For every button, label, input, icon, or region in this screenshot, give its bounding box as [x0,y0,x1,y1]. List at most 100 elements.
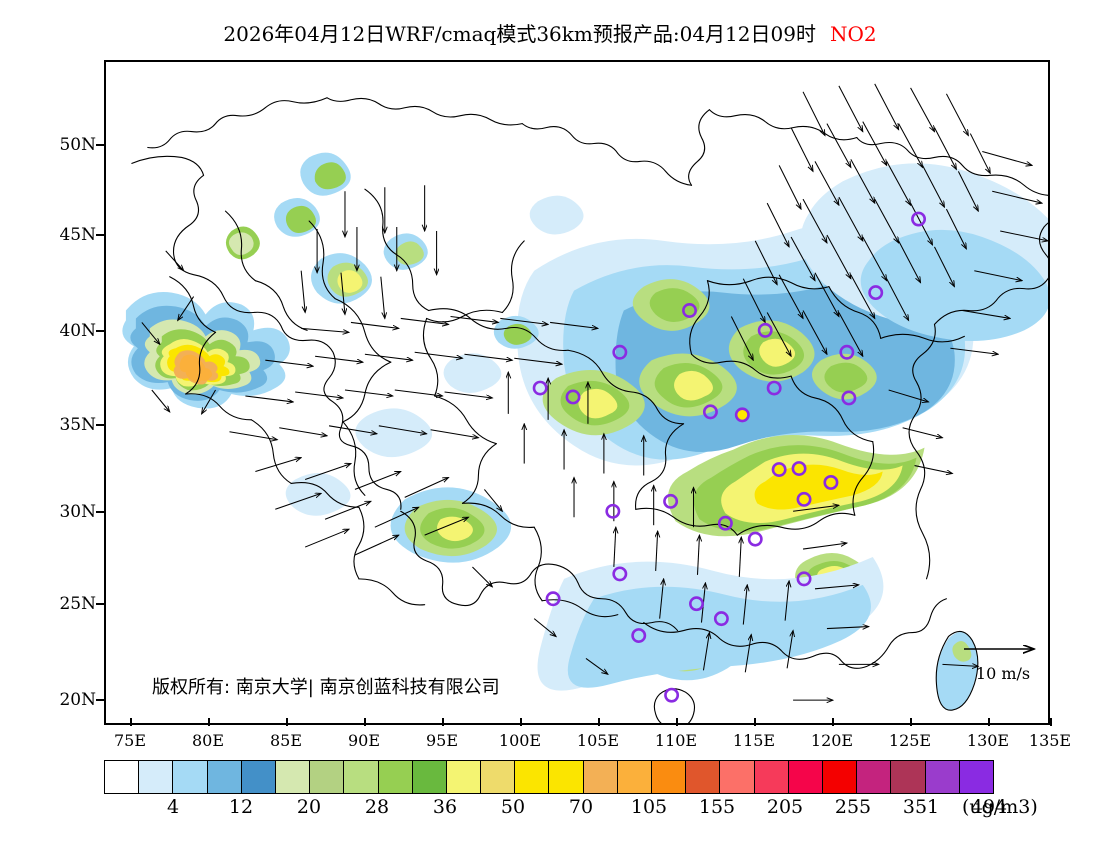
colorbar-cell[interactable] [412,761,447,793]
colorbar-cell[interactable] [788,761,823,793]
colorbar-cell[interactable] [173,761,208,793]
colorbar-tick-label: 36 [432,796,458,818]
x-axis-tick-label: 110E [654,731,698,750]
colorbar-cell[interactable] [378,761,413,793]
forecast-map[interactable] [104,60,1050,725]
x-axis-tick-label: 115E [732,731,776,750]
station-marker[interactable] [771,462,787,477]
colorbar-tick-label: 28 [364,796,390,818]
colorbar-cell[interactable] [891,761,926,793]
y-axis-tick-mark [96,699,104,701]
x-axis-tick-label: 125E [888,731,932,750]
y-axis-tick-mark [96,234,104,236]
colorbar-cells[interactable] [104,760,994,794]
colorbar-cell[interactable] [925,761,960,793]
station-marker[interactable] [702,404,718,420]
colorbar-cell[interactable] [310,761,345,793]
colorbar-cell[interactable] [446,761,482,793]
station-marker[interactable] [545,591,561,607]
station-marker[interactable] [796,571,812,587]
colorbar-cell[interactable] [857,761,892,793]
y-axis-tick-mark [96,511,104,513]
colorbar-cell[interactable] [652,761,687,793]
station-marker-layer[interactable] [532,211,927,703]
station-marker[interactable] [839,344,855,360]
y-axis-tick-label: 30N [59,502,96,522]
station-marker[interactable] [631,628,647,643]
y-axis-tick-mark [96,603,104,605]
station-marker[interactable] [747,531,763,547]
colorbar-cell[interactable] [822,761,858,793]
station-marker[interactable] [734,407,750,423]
y-axis-tick-mark [96,330,104,332]
station-marker[interactable] [796,491,812,507]
colorbar-cell[interactable] [139,761,174,793]
station-marker[interactable] [791,461,807,476]
colorbar-tick-label: 20 [296,796,322,818]
station-marker[interactable] [841,390,857,406]
y-axis-tick-label: 25N [59,594,96,614]
colorbar-tick-label: 70 [568,796,594,818]
colorbar-cell[interactable] [549,761,584,793]
colorbar-cell[interactable] [686,761,721,793]
colorbar-cell[interactable] [275,761,311,793]
station-marker[interactable] [663,493,679,509]
colorbar-tick-label: 12 [228,796,254,818]
x-axis-tick-mark [1050,718,1052,726]
colorbar-tick-label: 351 [902,796,940,818]
station-marker[interactable] [713,611,729,627]
page-title: 2026年04月12日WRF/cmaq模式36km预报产品:04月12日09时 N… [0,18,1100,47]
x-axis-tick-mark [598,718,600,726]
station-marker[interactable] [605,503,621,519]
colorbar-cell[interactable] [481,761,516,793]
station-marker[interactable] [532,380,548,396]
y-axis-tick-label: 40N [59,321,96,341]
colorbar-tick-label: 4 [166,796,180,818]
colorbar-tick-label: 494 [970,796,1008,818]
x-axis-tick-label: 85E [269,731,303,750]
copyright-notice: 版权所有: 南京大学| 南京创蓝科技有限公司 [152,677,500,698]
station-marker[interactable] [612,566,628,582]
wind-vector-field [141,83,1048,700]
y-axis-tick-label: 50N [59,135,96,155]
station-marker[interactable] [766,380,782,396]
x-axis-tick-label: 100E [498,731,542,750]
y-axis-tick-label: 45N [59,225,96,245]
y-axis-tick-mark [96,424,104,426]
colorbar-tick-label: 255 [834,796,872,818]
station-marker[interactable] [868,285,884,301]
station-marker[interactable] [757,322,773,338]
x-axis-tick-label: 75E [113,731,147,750]
station-marker[interactable] [612,344,628,360]
colorbar-cell[interactable] [344,761,379,793]
colorbar-cell[interactable] [720,761,755,793]
station-marker[interactable] [823,475,839,490]
colorbar-cell[interactable] [617,761,652,793]
station-marker[interactable] [664,687,680,703]
colorbar[interactable] [104,760,994,794]
station-marker[interactable] [911,211,927,227]
wind-scale-arrow [964,640,1046,658]
x-axis-tick-mark [520,718,522,726]
x-axis-tick-label: 105E [576,731,620,750]
colorbar-cell[interactable] [207,761,242,793]
colorbar-cell[interactable] [959,761,993,793]
colorbar-cell[interactable] [515,761,550,793]
colorbar-cell[interactable] [105,761,140,793]
title-species-label: NO2 [829,22,877,46]
colorbar-cell[interactable] [241,761,276,793]
concentration-contour-field [122,152,1048,711]
x-axis-tick-label: 95E [425,731,459,750]
station-marker[interactable] [682,303,697,318]
station-marker-fill [798,494,810,505]
x-axis-tick-mark [832,718,834,726]
colorbar-cell[interactable] [754,761,789,793]
station-marker[interactable] [717,515,733,531]
x-axis-tick-mark [988,718,990,726]
station-marker[interactable] [689,596,704,612]
wind-scale-label: 10 m/s [975,664,1031,683]
x-axis-tick-label: 135E [1028,731,1072,750]
colorbar-cell[interactable] [583,761,618,793]
station-marker[interactable] [565,389,581,405]
colorbar-units-label: (ug/m3) [962,796,1038,818]
